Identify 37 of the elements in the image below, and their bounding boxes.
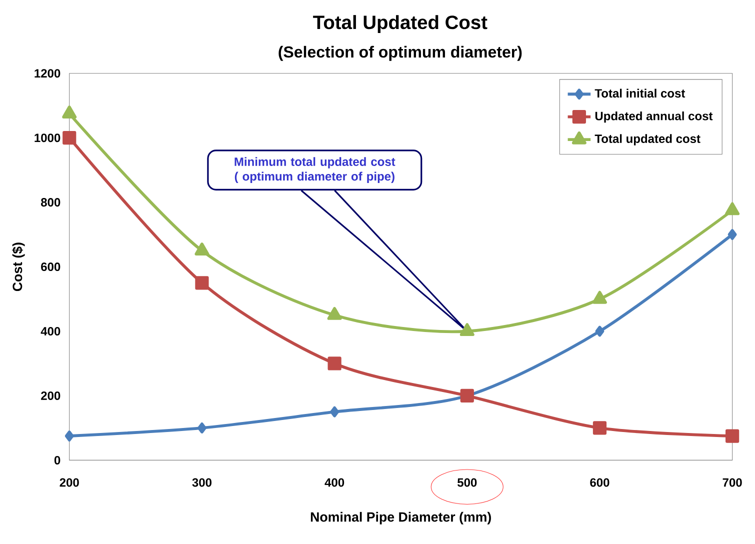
point bbox=[62, 105, 77, 118]
y-tick-label: 600 bbox=[41, 262, 60, 271]
legend-label: Total updated cost bbox=[594, 134, 700, 146]
point bbox=[728, 228, 737, 240]
y-tick-label: 0 bbox=[54, 456, 60, 464]
point bbox=[725, 202, 740, 216]
legend-label: Total initial cost bbox=[594, 88, 686, 98]
x-tick-label: 300 bbox=[192, 478, 212, 487]
point bbox=[592, 290, 607, 304]
point bbox=[194, 242, 210, 256]
point bbox=[328, 356, 342, 370]
x-tick-label: 600 bbox=[590, 478, 610, 487]
chart-title: Total Updated Cost bbox=[313, 14, 488, 33]
point bbox=[330, 406, 340, 418]
x-tick-label: 400 bbox=[324, 478, 344, 487]
x-axis-title: Nominal Pipe Diameter (mm) bbox=[310, 512, 491, 524]
point bbox=[460, 388, 474, 402]
point bbox=[195, 276, 209, 290]
x-tick-label: 200 bbox=[60, 478, 79, 487]
point bbox=[595, 326, 604, 337]
point bbox=[460, 323, 474, 336]
y-tick-label: 1000 bbox=[34, 133, 60, 142]
y-tick-label: 200 bbox=[41, 391, 60, 400]
y-axis-title: Cost ($) bbox=[12, 242, 25, 291]
y-tick-label: 800 bbox=[41, 198, 60, 206]
annotation: Minimum total updated cost ( optimum diameter of pipe) bbox=[234, 157, 396, 183]
legend-label: Updated annual cost bbox=[595, 111, 713, 123]
y-tick-label: 400 bbox=[40, 326, 60, 336]
point bbox=[592, 421, 607, 435]
x-tick-label: 500 bbox=[457, 478, 477, 487]
point bbox=[64, 430, 74, 442]
x-tick-label: 700 bbox=[722, 478, 742, 487]
chart-subtitle: (Selection of optimum diameter) bbox=[278, 46, 522, 61]
y-tick-label: 1200 bbox=[34, 69, 60, 78]
point bbox=[726, 429, 740, 443]
point bbox=[197, 422, 206, 434]
point bbox=[327, 306, 342, 320]
